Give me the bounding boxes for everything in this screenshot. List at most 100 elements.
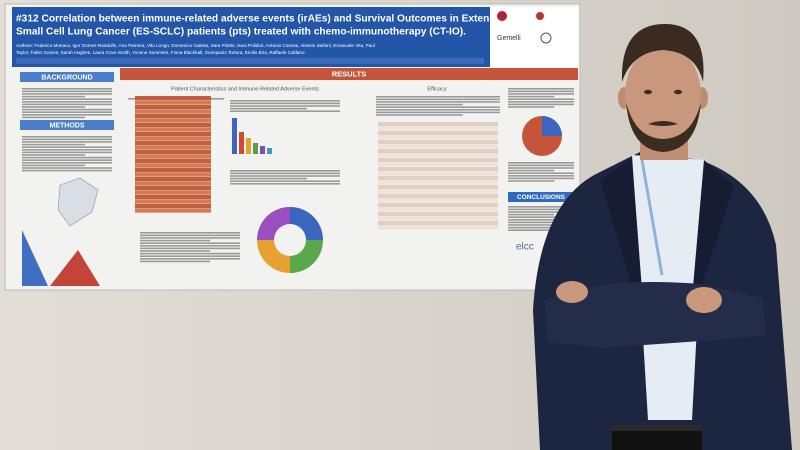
- table-row: [135, 141, 211, 146]
- table-row: [135, 195, 211, 200]
- table-row: [135, 177, 211, 182]
- section-title: BACKGROUND: [41, 74, 92, 81]
- text-line: [22, 103, 112, 106]
- text-line: [22, 154, 85, 156]
- text-line: [22, 116, 85, 119]
- section-title: METHODS: [50, 122, 85, 129]
- text-line: [22, 167, 112, 169]
- subheading: Patient Characteristics and Immune-Relat…: [171, 86, 319, 92]
- poster-authors: Taylor, Fabio Gomes, Sarah Hughes, Laura…: [16, 50, 305, 55]
- text-line: [508, 226, 574, 229]
- person: [533, 24, 792, 450]
- text-line: [376, 111, 500, 114]
- text-line: [230, 100, 340, 102]
- text-line: [22, 143, 85, 146]
- text-line: [140, 242, 240, 244]
- table-row: [135, 186, 211, 191]
- section-header: [20, 120, 114, 130]
- text-line: [508, 224, 555, 226]
- text-line: [376, 109, 500, 111]
- poster-authors: Authors: Federico Monaca, Igor Gomez-Ran…: [16, 43, 375, 48]
- text-line: [22, 93, 112, 95]
- table-row: [378, 126, 498, 131]
- text-line: [230, 110, 340, 112]
- text-line: [22, 156, 112, 159]
- text-line: [230, 107, 307, 110]
- text-line: [140, 239, 210, 242]
- text-line: [376, 98, 500, 101]
- section-title: CONCLUSIONS: [517, 194, 566, 201]
- table-row: [378, 221, 498, 226]
- text-line: [22, 95, 85, 98]
- poster: #312 Correlation between immune-related …: [4, 3, 581, 291]
- section-header: [120, 68, 578, 80]
- text-line: [230, 172, 340, 175]
- text-line: [230, 183, 340, 185]
- title-banner: [12, 7, 490, 67]
- table-row: [378, 131, 498, 136]
- text-line: [22, 90, 112, 93]
- text-line: [508, 106, 555, 108]
- text-line: [22, 111, 112, 113]
- section-header: [508, 192, 574, 202]
- figure-bar: [260, 146, 265, 154]
- text-line: [508, 93, 574, 95]
- text-line: [508, 103, 574, 106]
- table-row: [378, 212, 498, 217]
- text-line: [230, 105, 340, 107]
- text-line: [22, 149, 112, 151]
- text-line: [376, 96, 500, 98]
- text-line: [508, 177, 574, 180]
- table-row: [135, 100, 211, 105]
- figure-bar: [239, 132, 244, 154]
- europe-map: [57, 177, 99, 227]
- logo: [497, 11, 507, 21]
- table-row: [135, 96, 211, 101]
- text-line: [22, 108, 112, 111]
- table-row: [135, 150, 211, 155]
- table-row: [378, 180, 498, 185]
- table-row: [135, 136, 211, 141]
- text-line: [508, 169, 555, 172]
- table-row: [378, 198, 498, 203]
- table-row: [378, 167, 498, 172]
- table-row: [135, 118, 211, 123]
- hand: [556, 281, 588, 303]
- text-line: [508, 167, 574, 169]
- text-line: [508, 213, 555, 216]
- table-row: [135, 181, 211, 186]
- text-line: [508, 208, 574, 211]
- hair: [621, 24, 704, 82]
- text-line: [22, 169, 112, 172]
- table-row: [378, 140, 498, 145]
- text-line: [376, 106, 500, 108]
- figure-bar: [246, 138, 251, 154]
- table-row: [135, 199, 211, 204]
- table-row: [135, 172, 211, 177]
- face: [625, 45, 701, 145]
- text-line: [22, 98, 112, 100]
- text-line: [508, 175, 574, 177]
- eye: [644, 89, 652, 95]
- text-line: [22, 141, 112, 143]
- table-row: [378, 135, 498, 140]
- table-row: [378, 216, 498, 221]
- text-line: [376, 101, 500, 103]
- text-line: [230, 177, 307, 180]
- table-row: [378, 149, 498, 154]
- text-line: [22, 101, 112, 103]
- text-line: [508, 90, 574, 93]
- affiliations: [16, 58, 484, 64]
- figure-bar: [267, 148, 272, 154]
- table-row: [135, 109, 211, 114]
- text-line: [22, 136, 112, 138]
- pie-sector: [542, 116, 562, 136]
- table-row: [378, 207, 498, 212]
- text-line: [230, 102, 340, 105]
- text-line: [22, 159, 112, 161]
- text-line: [22, 138, 112, 141]
- text-line: [140, 250, 210, 252]
- table-row: [378, 194, 498, 199]
- text-line: [22, 162, 112, 164]
